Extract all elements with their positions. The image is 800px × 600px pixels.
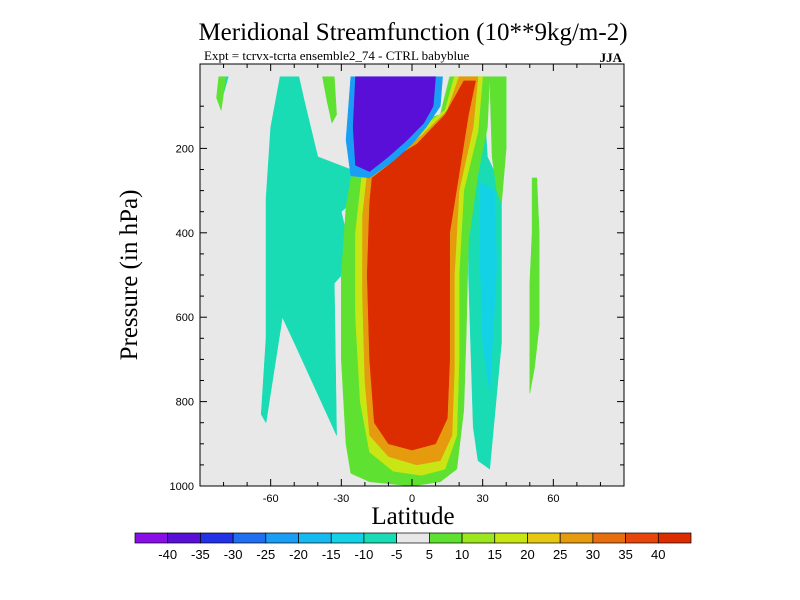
colorbar-label: 35 [618,547,632,562]
colorbar-swatch [461,532,496,544]
colorbar-label: -20 [289,547,308,562]
colorbar-swatch [396,532,430,544]
colorbar-swatch [657,532,692,544]
colorbar-label: -25 [256,547,275,562]
contour-region-green-south-tip [216,76,227,111]
contour-region-green-north-strip [489,76,507,204]
y-axis: 200 400 600 800 1000 [170,105,624,493]
y-tick-label: 800 [176,397,194,409]
contour-region-cyan-deep-northern [480,181,498,394]
colorbar-swatch [232,532,267,544]
colorbar-swatch [592,532,626,544]
colorbar-label: 40 [651,547,665,562]
colorbar-swatch [494,532,528,544]
colorbar: -40 -35 -30 -25 -20 -15 -10 -5 5 10 15 20 25 30 35 40 [134,532,692,562]
x-tick-label: -30 [333,493,349,505]
contour-region-cell-red [366,80,476,451]
chart-title: Meridional Streamfunction (10**9kg/m-2) [198,19,627,46]
chart-subtitle: Expt = tcrvx-tcrta ensemble2_74 - CTRL b… [204,48,470,63]
colorbar-swatch [559,532,594,544]
colorbar-label: 10 [455,547,469,562]
contour-region-green-outer-south-tip [322,76,337,124]
y-tick-label: 600 [176,312,194,324]
colorbar-swatch [363,532,397,544]
x-tick-label: -60 [263,493,279,505]
y-tick-label: 400 [176,228,194,240]
colorbar-label: 15 [488,547,502,562]
y-tick-label: 1000 [170,481,194,493]
contour-region-green-north-vertical [529,177,540,394]
plot-area [199,63,625,487]
y-tick-label: 200 [176,143,194,155]
season-label: JJA [600,50,623,65]
colorbar-swatch [429,532,463,544]
colorbar-swatch [298,532,332,544]
colorbar-swatch [167,532,201,544]
colorbar-label: -35 [191,547,210,562]
colorbar-label: 30 [586,547,600,562]
colorbar-label: -40 [158,547,177,562]
colorbar-label: -30 [224,547,243,562]
colorbar-label: -15 [322,547,341,562]
x-axis-title: Latitude [371,503,454,530]
colorbar-swatch [527,532,561,544]
colorbar-label: -10 [355,547,374,562]
colorbar-label: 20 [520,547,534,562]
colorbar-swatch [330,532,365,544]
colorbar-label: 25 [553,547,567,562]
colorbar-swatch [265,532,299,544]
y-axis-title: Pressure (in hPa) [116,190,143,361]
colorbar-swatch [625,532,659,544]
x-tick-label: 30 [477,493,489,505]
x-axis: -60 -30 0 30 60 [223,64,601,505]
contour-region-neg-cell-purple [352,76,436,172]
colorbar-label: 5 [426,547,433,562]
x-tick-label: 60 [547,493,559,505]
contour-regions [216,76,540,486]
colorbar-swatch [200,532,234,544]
contour-region-cyan-band-southern [260,76,370,436]
colorbar-label: -5 [391,547,403,562]
colorbar-swatch [134,532,169,544]
x-tick-label: 0 [409,493,415,505]
